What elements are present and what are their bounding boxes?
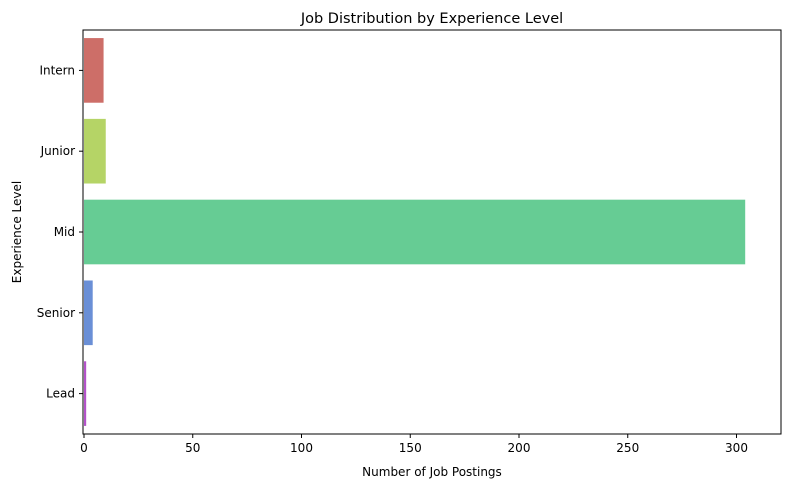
bar-mid: [84, 199, 746, 265]
bar-junior: [84, 118, 106, 184]
y-axis-label: Experience Level: [10, 181, 24, 283]
bar-senior: [84, 280, 93, 346]
x-tick-label: 150: [399, 441, 422, 455]
x-tick-label: 100: [290, 441, 313, 455]
y-tick-label: Lead: [46, 387, 75, 401]
y-tick-label: Intern: [39, 63, 75, 77]
bar-lead: [84, 361, 87, 426]
y-tick-label: Junior: [40, 144, 75, 158]
x-tick-label: 50: [185, 441, 200, 455]
y-tick-label: Senior: [37, 306, 75, 320]
x-tick-label: 250: [616, 441, 639, 455]
x-tick-label: 300: [725, 441, 748, 455]
bar-intern: [84, 38, 104, 103]
x-axis-label: Number of Job Postings: [362, 465, 502, 479]
x-tick-label: 200: [508, 441, 531, 455]
chart-title: Job Distribution by Experience Level: [300, 11, 563, 27]
y-tick-label: Mid: [54, 225, 75, 239]
x-tick-label: 0: [80, 441, 88, 455]
